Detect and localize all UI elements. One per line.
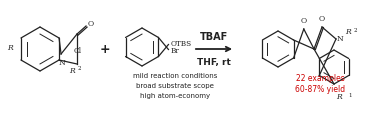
Text: O: O bbox=[301, 17, 307, 25]
Text: high atom-economy: high atom-economy bbox=[140, 92, 210, 98]
Text: Cl: Cl bbox=[74, 47, 82, 55]
Text: broad substrate scope: broad substrate scope bbox=[136, 82, 214, 88]
Text: 22 examples: 22 examples bbox=[296, 74, 344, 83]
Text: OTBS: OTBS bbox=[170, 40, 192, 48]
Text: R: R bbox=[7, 44, 13, 52]
Text: TBAF: TBAF bbox=[200, 32, 228, 42]
Text: 60-87% yield: 60-87% yield bbox=[295, 85, 345, 94]
Text: R: R bbox=[336, 92, 342, 100]
Text: R: R bbox=[69, 66, 75, 74]
Text: R: R bbox=[345, 28, 351, 36]
Text: N: N bbox=[337, 35, 344, 43]
Text: Br: Br bbox=[170, 47, 179, 55]
Text: 1: 1 bbox=[348, 92, 352, 97]
Text: O: O bbox=[319, 15, 325, 23]
Text: mild reaction conditions: mild reaction conditions bbox=[133, 72, 217, 78]
Text: 2: 2 bbox=[78, 65, 82, 70]
Text: N: N bbox=[59, 59, 65, 66]
Text: +: + bbox=[100, 43, 110, 56]
Text: 2: 2 bbox=[354, 28, 358, 33]
Text: THF, rt: THF, rt bbox=[197, 58, 231, 67]
Text: O: O bbox=[88, 20, 94, 28]
